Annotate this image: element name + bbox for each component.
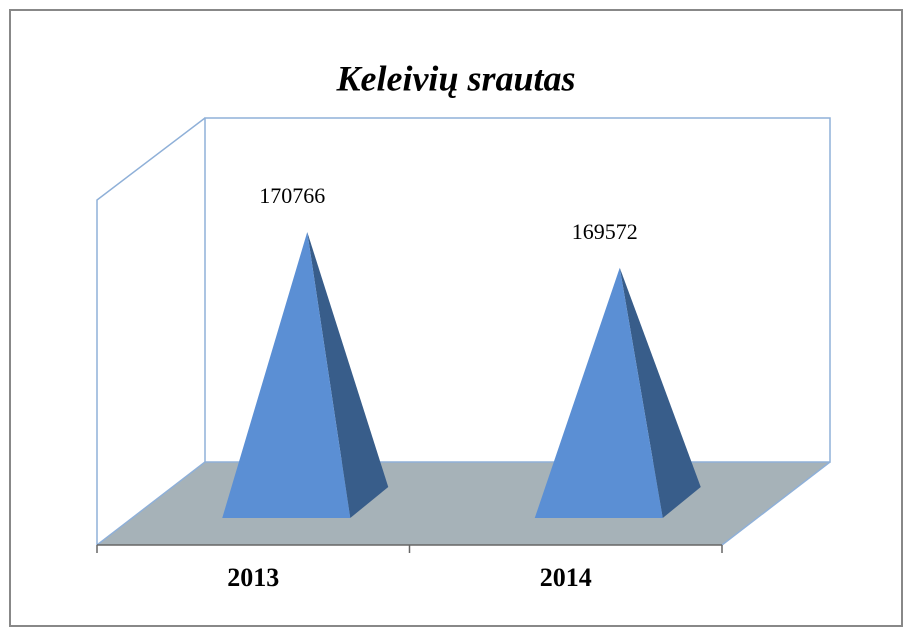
floor-edge [721, 461, 831, 546]
back-wall [204, 117, 831, 463]
x-tick-label: 2014 [540, 563, 592, 592]
value-label: 169572 [572, 219, 638, 244]
pyramid [534, 267, 663, 518]
floor [97, 462, 830, 545]
value-label: 170766 [259, 183, 325, 208]
wall-edge [96, 461, 206, 546]
x-tick-label: 2013 [227, 563, 279, 592]
side-wall [96, 117, 206, 545]
pyramid [222, 232, 351, 518]
pyramid-side [619, 267, 701, 518]
chart-title: Keleivių srautas [335, 58, 575, 98]
pyramid-side [307, 232, 389, 518]
